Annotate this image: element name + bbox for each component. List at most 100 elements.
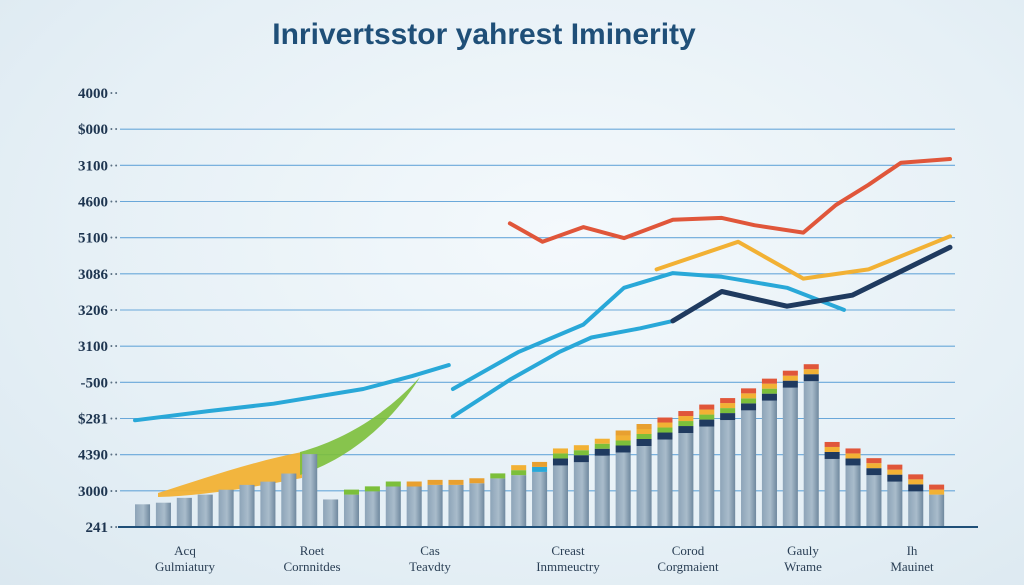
y-tick-sublabel: • •	[110, 378, 118, 387]
bar-segment	[845, 458, 861, 466]
bar-segment	[448, 479, 464, 485]
bar-segment	[636, 439, 652, 446]
series-line	[133, 363, 451, 423]
y-tick-sublabel: • •	[110, 451, 118, 460]
x-category-line1: Corod	[672, 543, 705, 558]
bar-segment	[594, 438, 610, 444]
bar-segment	[636, 424, 652, 429]
bar-segment	[427, 479, 443, 485]
x-category-line1: Creast	[551, 543, 585, 558]
bar-segment	[615, 435, 631, 441]
bar-segment	[720, 398, 736, 404]
bar-segment	[552, 448, 568, 454]
bar	[929, 494, 945, 527]
y-tick-label: 4600	[78, 195, 108, 211]
bar-segment	[699, 419, 715, 427]
bar-segment	[908, 474, 924, 480]
bar	[385, 486, 401, 527]
bar-segment	[824, 446, 840, 452]
y-tick-sublabel: • •	[110, 342, 118, 351]
y-tick-sublabel: • •	[110, 125, 118, 134]
bar-segment	[887, 464, 903, 470]
x-category-line1: Acq	[174, 543, 196, 558]
bar-segment	[720, 413, 736, 421]
y-tick-label: $000	[78, 122, 108, 138]
bar-segment	[741, 403, 757, 411]
bar	[761, 400, 777, 527]
bar	[135, 504, 151, 527]
bar	[741, 410, 757, 527]
bar-segment	[511, 470, 527, 476]
bar	[302, 454, 318, 527]
bar-segment	[887, 469, 903, 475]
bar	[824, 458, 840, 527]
bar-segment	[908, 484, 924, 492]
area-yellow	[158, 452, 302, 497]
grid-lines	[120, 128, 955, 492]
bar	[720, 420, 736, 527]
series-line	[507, 157, 952, 244]
y-tick-sublabel: • •	[110, 198, 118, 207]
bar-segment	[761, 383, 777, 389]
bar	[552, 465, 568, 527]
bar-segment	[657, 432, 673, 440]
bar-segment	[866, 458, 882, 464]
area-green	[300, 377, 420, 475]
bar-segment	[385, 481, 401, 487]
bar-segment	[720, 408, 736, 414]
bar	[782, 387, 798, 527]
bar-segment	[678, 416, 694, 422]
bar-segment	[782, 380, 798, 388]
y-tick-sublabel: • •	[110, 306, 118, 315]
bar	[218, 489, 234, 527]
bar	[908, 491, 924, 527]
bar-segment	[866, 463, 882, 469]
bar-segment	[552, 458, 568, 466]
bar-segment	[678, 426, 694, 434]
bar	[866, 475, 882, 527]
y-tick-label: 4390	[78, 448, 108, 464]
bar	[427, 484, 443, 527]
bar	[887, 481, 903, 527]
bar-segment	[364, 486, 380, 492]
chart-title: Inrivertsstor yahrest Iminerity	[272, 18, 696, 51]
bar-segment	[845, 453, 861, 459]
bar	[678, 433, 694, 527]
bar	[636, 446, 652, 527]
bar	[532, 471, 548, 527]
bar	[239, 484, 255, 527]
y-tick-label: 3000	[78, 484, 108, 500]
bar-segment	[866, 468, 882, 476]
bar	[406, 486, 422, 527]
bar-segment	[678, 421, 694, 427]
bar-segment	[803, 374, 819, 382]
bar	[364, 491, 380, 527]
x-category-line2: Corgmaient	[657, 559, 719, 574]
bar-segment	[782, 370, 798, 376]
bar-segment	[657, 427, 673, 433]
bar-segment	[615, 440, 631, 446]
bar-segment	[343, 489, 360, 495]
bar-segment	[469, 478, 485, 484]
bar-segment	[699, 409, 715, 415]
bar	[490, 478, 506, 527]
bar-segment	[741, 398, 757, 404]
y-tick-sublabel: • •	[110, 234, 118, 243]
bar-segment	[636, 429, 652, 434]
bar-segment	[573, 450, 589, 456]
x-category-line2: Teavdty	[409, 559, 451, 574]
series-line	[654, 234, 952, 281]
x-category-line2: Gulmiatury	[155, 559, 215, 574]
bar-segment	[741, 388, 757, 394]
y-tick-label: $281	[78, 412, 108, 428]
bar-segment	[657, 417, 673, 423]
bar-segment	[929, 489, 945, 495]
y-tick-label: 3100	[78, 158, 108, 174]
bar-segment	[929, 484, 945, 490]
x-category-line2: Wrame	[784, 559, 822, 574]
bar-segment	[845, 448, 861, 454]
bar-segment	[490, 473, 506, 479]
bar	[657, 439, 673, 527]
bar	[803, 381, 819, 527]
bar-segment	[824, 441, 840, 447]
